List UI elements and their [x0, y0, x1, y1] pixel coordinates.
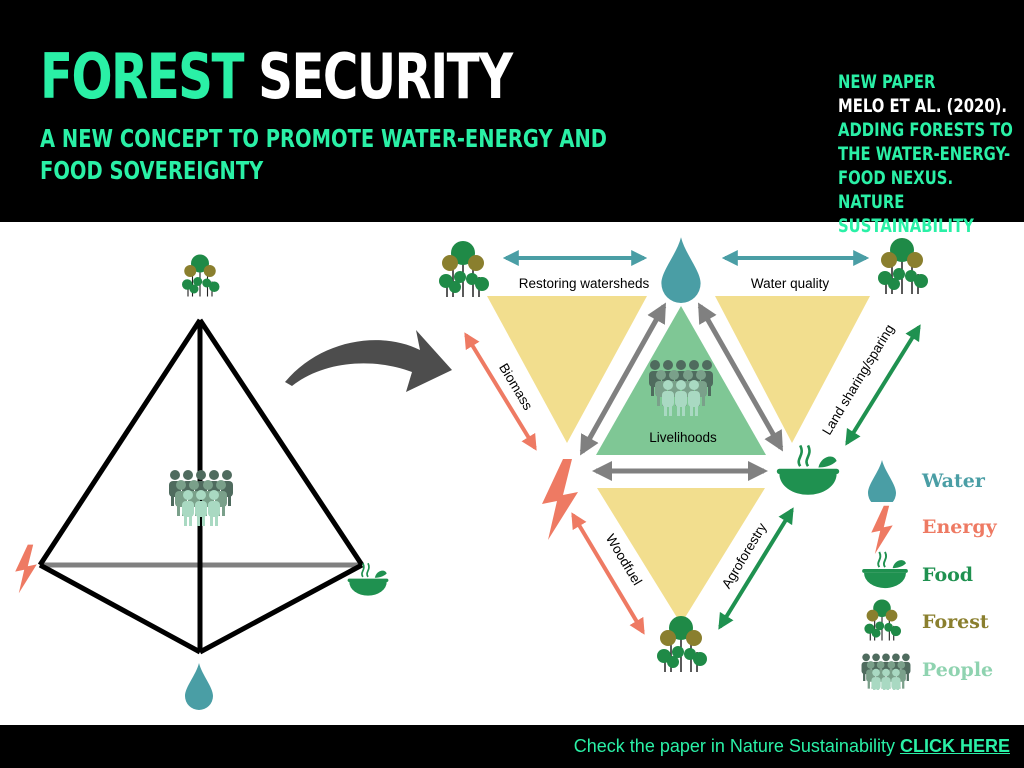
forest-icon [877, 237, 929, 295]
lightning-icon [871, 505, 893, 554]
legend-label-people: People [922, 659, 994, 681]
paper-line2: MELO ET AL. (2020). [838, 95, 1008, 117]
legend: Water Energy Food Forest People [860, 458, 1024, 708]
paper-line1: NEW PAPER [838, 71, 936, 93]
forest-icon [656, 615, 708, 673]
food-bowl-icon [775, 444, 841, 497]
paper-line3: ADDING FORESTS TO THE WATER-ENERGY- FOOD… [838, 119, 1013, 237]
nexus-diagram: Restoring watersheds Water quality Livel… [15, 237, 929, 710]
title-part1: FOREST [40, 40, 244, 113]
footer-text: Check the paper in Nature Sustainability [573, 736, 895, 756]
legend-label-energy: Energy [922, 516, 997, 538]
people-icon [860, 646, 912, 690]
header-banner: FOREST SECURITY A NEW CONCEPT TO PROMOTE… [0, 0, 1024, 237]
arrow-biomass [464, 332, 537, 451]
page-title: FOREST SECURITY [40, 40, 513, 113]
lightning-icon [15, 544, 37, 594]
legend-label-water: Water [922, 470, 985, 492]
legend-label-forest: Forest [922, 611, 989, 633]
forest-icon [181, 253, 221, 298]
label-water-quality: Water quality [751, 276, 830, 291]
water-drop-icon [185, 663, 213, 710]
curved-arrow-icon [285, 330, 452, 392]
click-here-link[interactable]: CLICK HERE [899, 736, 1010, 756]
forest-icon [438, 240, 490, 298]
arrow-agroforestry [718, 507, 794, 630]
arrow-water-livelihoods [579, 302, 667, 456]
label-restoring-watersheds: Restoring watersheds [519, 276, 650, 291]
footer-message: Check the paper in Nature Sustainability… [574, 736, 1010, 757]
title-part2: SECURITY [258, 40, 513, 113]
water-drop-icon [661, 237, 701, 303]
legend-label-food: Food [922, 564, 974, 586]
arrow-food-livelihoods [697, 302, 784, 452]
page-subtitle: A NEW CONCEPT TO PROMOTE WATER-ENERGY AN… [40, 124, 607, 185]
water-drop-icon [868, 460, 896, 502]
paper-reference: NEW PAPER MELO ET AL. (2020). ADDING FOR… [838, 70, 1017, 238]
arrow-woodfuel [571, 512, 645, 635]
footer-banner: Check the paper in Nature Sustainability… [0, 725, 1024, 768]
forest-icon [863, 598, 902, 642]
lightning-icon [542, 459, 578, 540]
label-livelihoods: Livelihoods [649, 430, 717, 445]
food-bowl-icon [861, 550, 909, 590]
arrow-land-sharing [845, 324, 921, 446]
